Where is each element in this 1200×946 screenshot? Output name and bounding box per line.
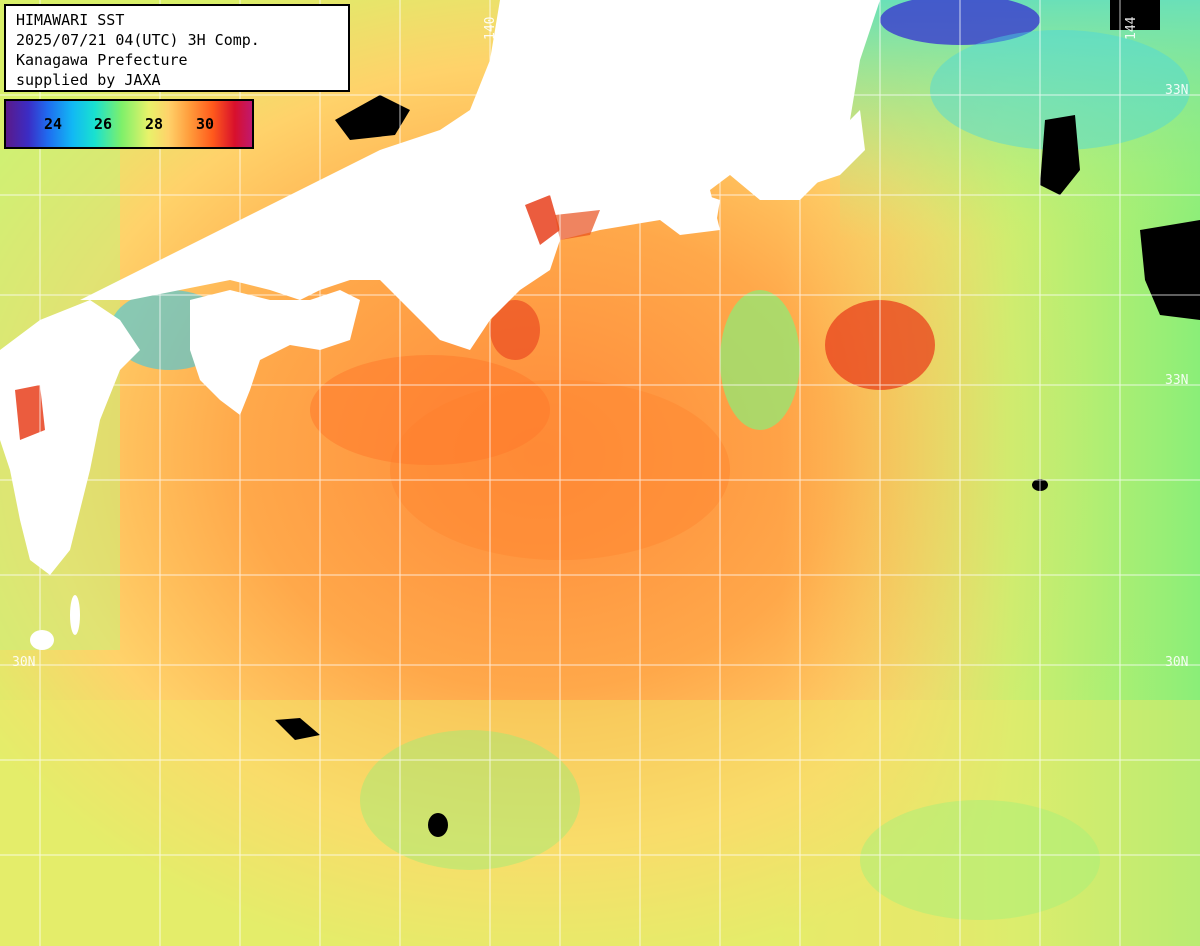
temperature-legend: 24 26 28 30	[4, 99, 254, 149]
observation-time: 2025/07/21 04(UTC) 3H Comp.	[16, 31, 260, 49]
cloud-mask-3	[1040, 115, 1080, 195]
tanegashima-land	[70, 595, 80, 635]
cool-patch-south	[360, 730, 580, 870]
lat-label-33-left: 33	[12, 373, 28, 388]
boso-peninsula-land	[800, 110, 865, 185]
lon-label-top-mid: 140	[483, 17, 498, 40]
lat-label-30-right: 30N	[1165, 655, 1188, 670]
coast-warm-kii	[525, 195, 560, 245]
cloud-mask-1	[335, 95, 410, 140]
ocean-north-cool	[840, 0, 1200, 240]
satellite-title: HIMAWARI SST	[16, 11, 125, 29]
lat-label-30-left: 30N	[12, 655, 35, 670]
cloud-mask-7	[1110, 0, 1160, 30]
legend-tick-28: 28	[145, 115, 164, 133]
yakushima-land	[30, 630, 54, 650]
cool-eddy-izu	[720, 290, 800, 430]
cool-patch-northeast	[930, 30, 1190, 150]
lon-label-top-right: 144	[1124, 16, 1139, 40]
honshu-land	[80, 0, 880, 350]
cloud-mask-5	[428, 813, 448, 837]
legend-tick-24: 24	[44, 115, 63, 133]
shikoku-land	[190, 290, 360, 415]
hot-spot-kii	[490, 300, 540, 360]
coast-warm-kyushu	[15, 385, 45, 440]
cool-patch-southeast	[860, 800, 1100, 920]
lat-label-top-right: 33N	[1165, 83, 1188, 98]
organization: Kanagawa Prefecture	[16, 51, 188, 69]
lat-label-33-right: 33N	[1165, 373, 1188, 388]
legend-tick-30: 30	[196, 115, 215, 133]
coast-warm-ise	[555, 210, 600, 240]
legend-tick-26: 26	[94, 115, 113, 133]
izu-peninsula-land	[690, 190, 720, 230]
data-supplier: supplied by JAXA	[16, 71, 161, 89]
kyushu-land	[0, 300, 140, 575]
warm-eddy-west	[310, 355, 550, 465]
cloud-mask-4	[275, 718, 320, 740]
header-info-box: HIMAWARI SST 2025/07/21 04(UTC) 3H Comp.…	[4, 4, 350, 92]
